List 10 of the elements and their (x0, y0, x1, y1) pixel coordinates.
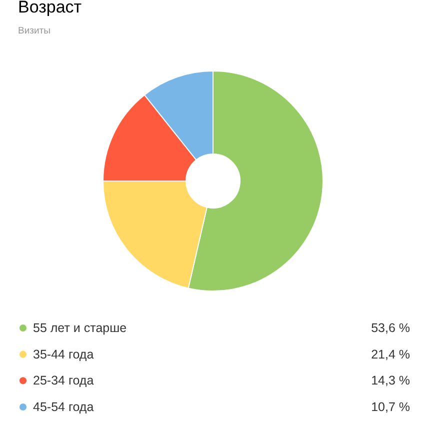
legend-label: 25-34 года (33, 374, 94, 388)
data-label: 10,7 % (371, 400, 410, 414)
data-label: 14,3 % (371, 374, 410, 388)
legend-label: 55 лет и старше (33, 321, 127, 335)
chart-subtitle: Визиты (18, 26, 51, 36)
chart-title: Возраст (18, 0, 82, 16)
data-label: 21,4 % (371, 347, 410, 362)
legend-label: 35-44 года (33, 347, 94, 362)
legend-label: 45-54 года (33, 400, 94, 414)
data-label: 53,6 % (371, 321, 410, 335)
